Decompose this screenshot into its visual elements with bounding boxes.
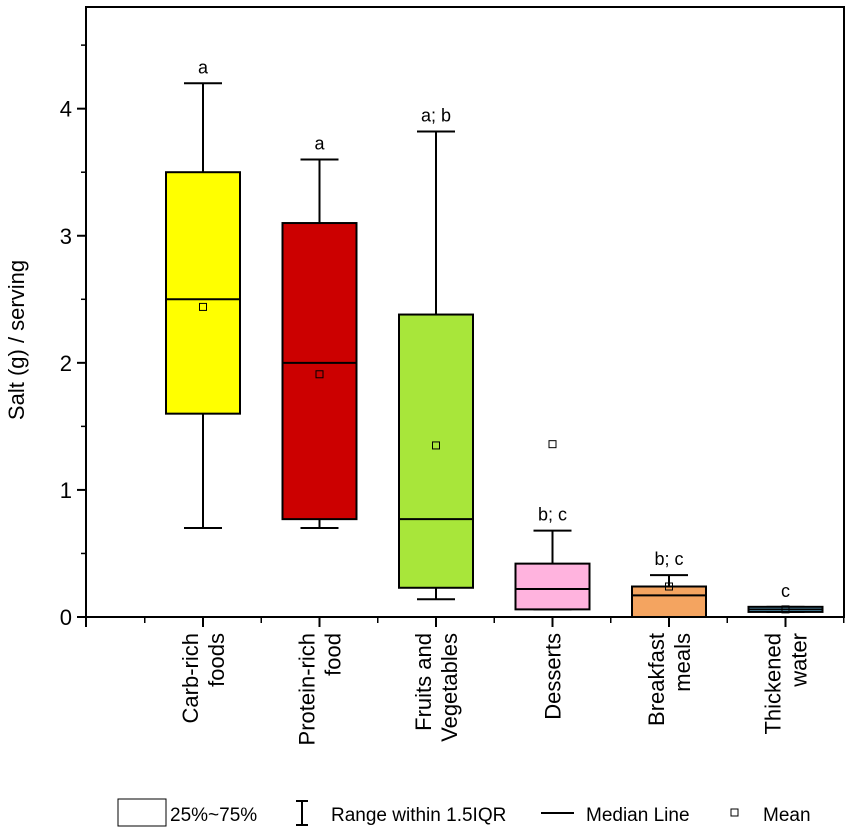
x-tick-label-line: Protein-rich <box>295 633 320 745</box>
iqr-box <box>165 171 241 415</box>
significance-letters: b; c <box>654 549 683 569</box>
y-tick-label: 3 <box>60 224 72 249</box>
x-tick-label-line: Fruits and <box>411 633 436 731</box>
x-tick-label: Thickened water <box>761 633 812 735</box>
x-tick-label-line: Vegetables <box>437 633 462 742</box>
legend-box-label: 25%~75% <box>170 805 257 826</box>
x-tick-label: Breakfast meals <box>644 633 695 726</box>
box-protein-rich-food: a <box>281 134 358 530</box>
iqr-box <box>631 585 707 618</box>
box-breakfast-meals: b; c <box>631 549 707 618</box>
box-thickened-water: c <box>747 581 824 614</box>
y-tick-label: 1 <box>60 478 72 503</box>
mean-marker <box>548 440 557 449</box>
x-tick-labels: Carb-rich foods Protein-rich food Fruits and… <box>178 633 812 745</box>
plot-frame <box>85 6 845 618</box>
axes: 0 1 2 3 4 <box>60 6 845 630</box>
x-tick-label: Desserts <box>541 633 566 720</box>
legend-range-label: Range within 1.5IQR <box>331 805 506 826</box>
x-tick-label-line: food <box>321 633 346 676</box>
significance-letters: c <box>781 581 790 601</box>
significance-letters: a; b <box>421 106 451 126</box>
y-tick-label: 4 <box>60 97 72 122</box>
boxes-layer: a a a; b b; c b; c c <box>165 57 824 618</box>
legend-mean-label: Mean <box>763 805 811 826</box>
box-fruits-and-vegetables: a; b <box>398 106 474 601</box>
significance-letters: a <box>314 134 325 154</box>
y-tick-label: 2 <box>60 351 72 376</box>
y-tick-label: 0 <box>60 605 72 630</box>
iqr-box <box>398 313 474 589</box>
legend-box-swatch <box>117 798 167 827</box>
legend-range-icon <box>296 800 308 826</box>
y-axis-title: Salt (g) / serving <box>4 260 29 420</box>
mean-marker <box>199 302 207 311</box>
legend-median-label: Median Line <box>586 805 690 826</box>
significance-letters: b; c <box>538 505 567 525</box>
mean-marker <box>315 370 324 379</box>
mean-marker <box>432 441 440 450</box>
x-tick-label-line: Breakfast <box>644 633 669 726</box>
legend-mean-marker <box>730 808 739 817</box>
x-tick-label-line: water <box>787 633 812 688</box>
box-desserts: b; c <box>514 440 591 611</box>
x-tick-label-line: meals <box>670 633 695 692</box>
x-tick-label: Fruits and Vegetables <box>411 633 462 742</box>
box-carb-rich-foods: a <box>165 57 241 530</box>
mean-marker <box>781 605 790 614</box>
significance-letters: a <box>198 57 209 77</box>
x-tick-label-line: Thickened <box>761 633 786 735</box>
x-tick-label-line: foods <box>204 633 229 687</box>
x-tick-label: Protein-rich food <box>295 633 346 745</box>
legend: 25%~75% Range within 1.5IQR Median Line … <box>117 798 811 827</box>
x-tick-label: Carb-rich foods <box>178 633 229 723</box>
x-tick-label-line: Desserts <box>541 633 566 720</box>
mean-marker <box>665 582 673 591</box>
x-tick-label-line: Carb-rich <box>178 633 203 723</box>
iqr-box <box>514 562 591 611</box>
